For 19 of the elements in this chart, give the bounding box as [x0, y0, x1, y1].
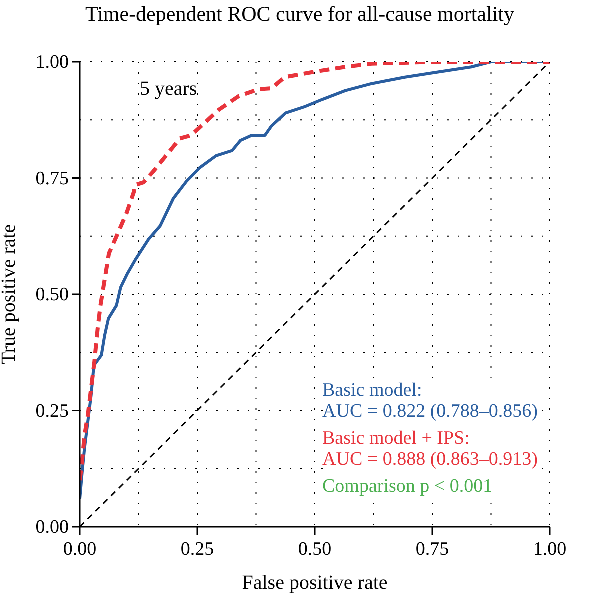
text: Basic model + IPS: [322, 428, 471, 449]
x-tick-label: 0.25 [180, 539, 214, 560]
x-tick-label: 0.00 [63, 539, 97, 560]
annotation: AUC = 0.888 (0.863–0.913) [322, 449, 538, 470]
annotation: AUC = 0.822 (0.788–0.856) [322, 401, 538, 422]
x-tick-label: 1.00 [533, 539, 567, 560]
x-tick-label: 0.75 [416, 539, 450, 560]
annotation: Comparison p < 0.001 [322, 476, 494, 497]
y-tick-label: 1.00 [36, 52, 69, 73]
x-tick-label: 0.50 [298, 539, 332, 560]
y-tick-label: 0.25 [36, 400, 69, 422]
y-tick-label: 0.00 [36, 517, 69, 538]
text: Basic model: [322, 380, 424, 401]
y-tick-label: 0.50 [36, 284, 69, 306]
y-axis-title: True positive rate [0, 224, 20, 365]
x-axis-title: False positive rate [242, 572, 388, 594]
annotation: 5 years [140, 78, 198, 101]
chart-title: Time-dependent ROC curve for all-cause mortality [84, 2, 516, 27]
y-tick-label: 0.75 [36, 168, 69, 190]
